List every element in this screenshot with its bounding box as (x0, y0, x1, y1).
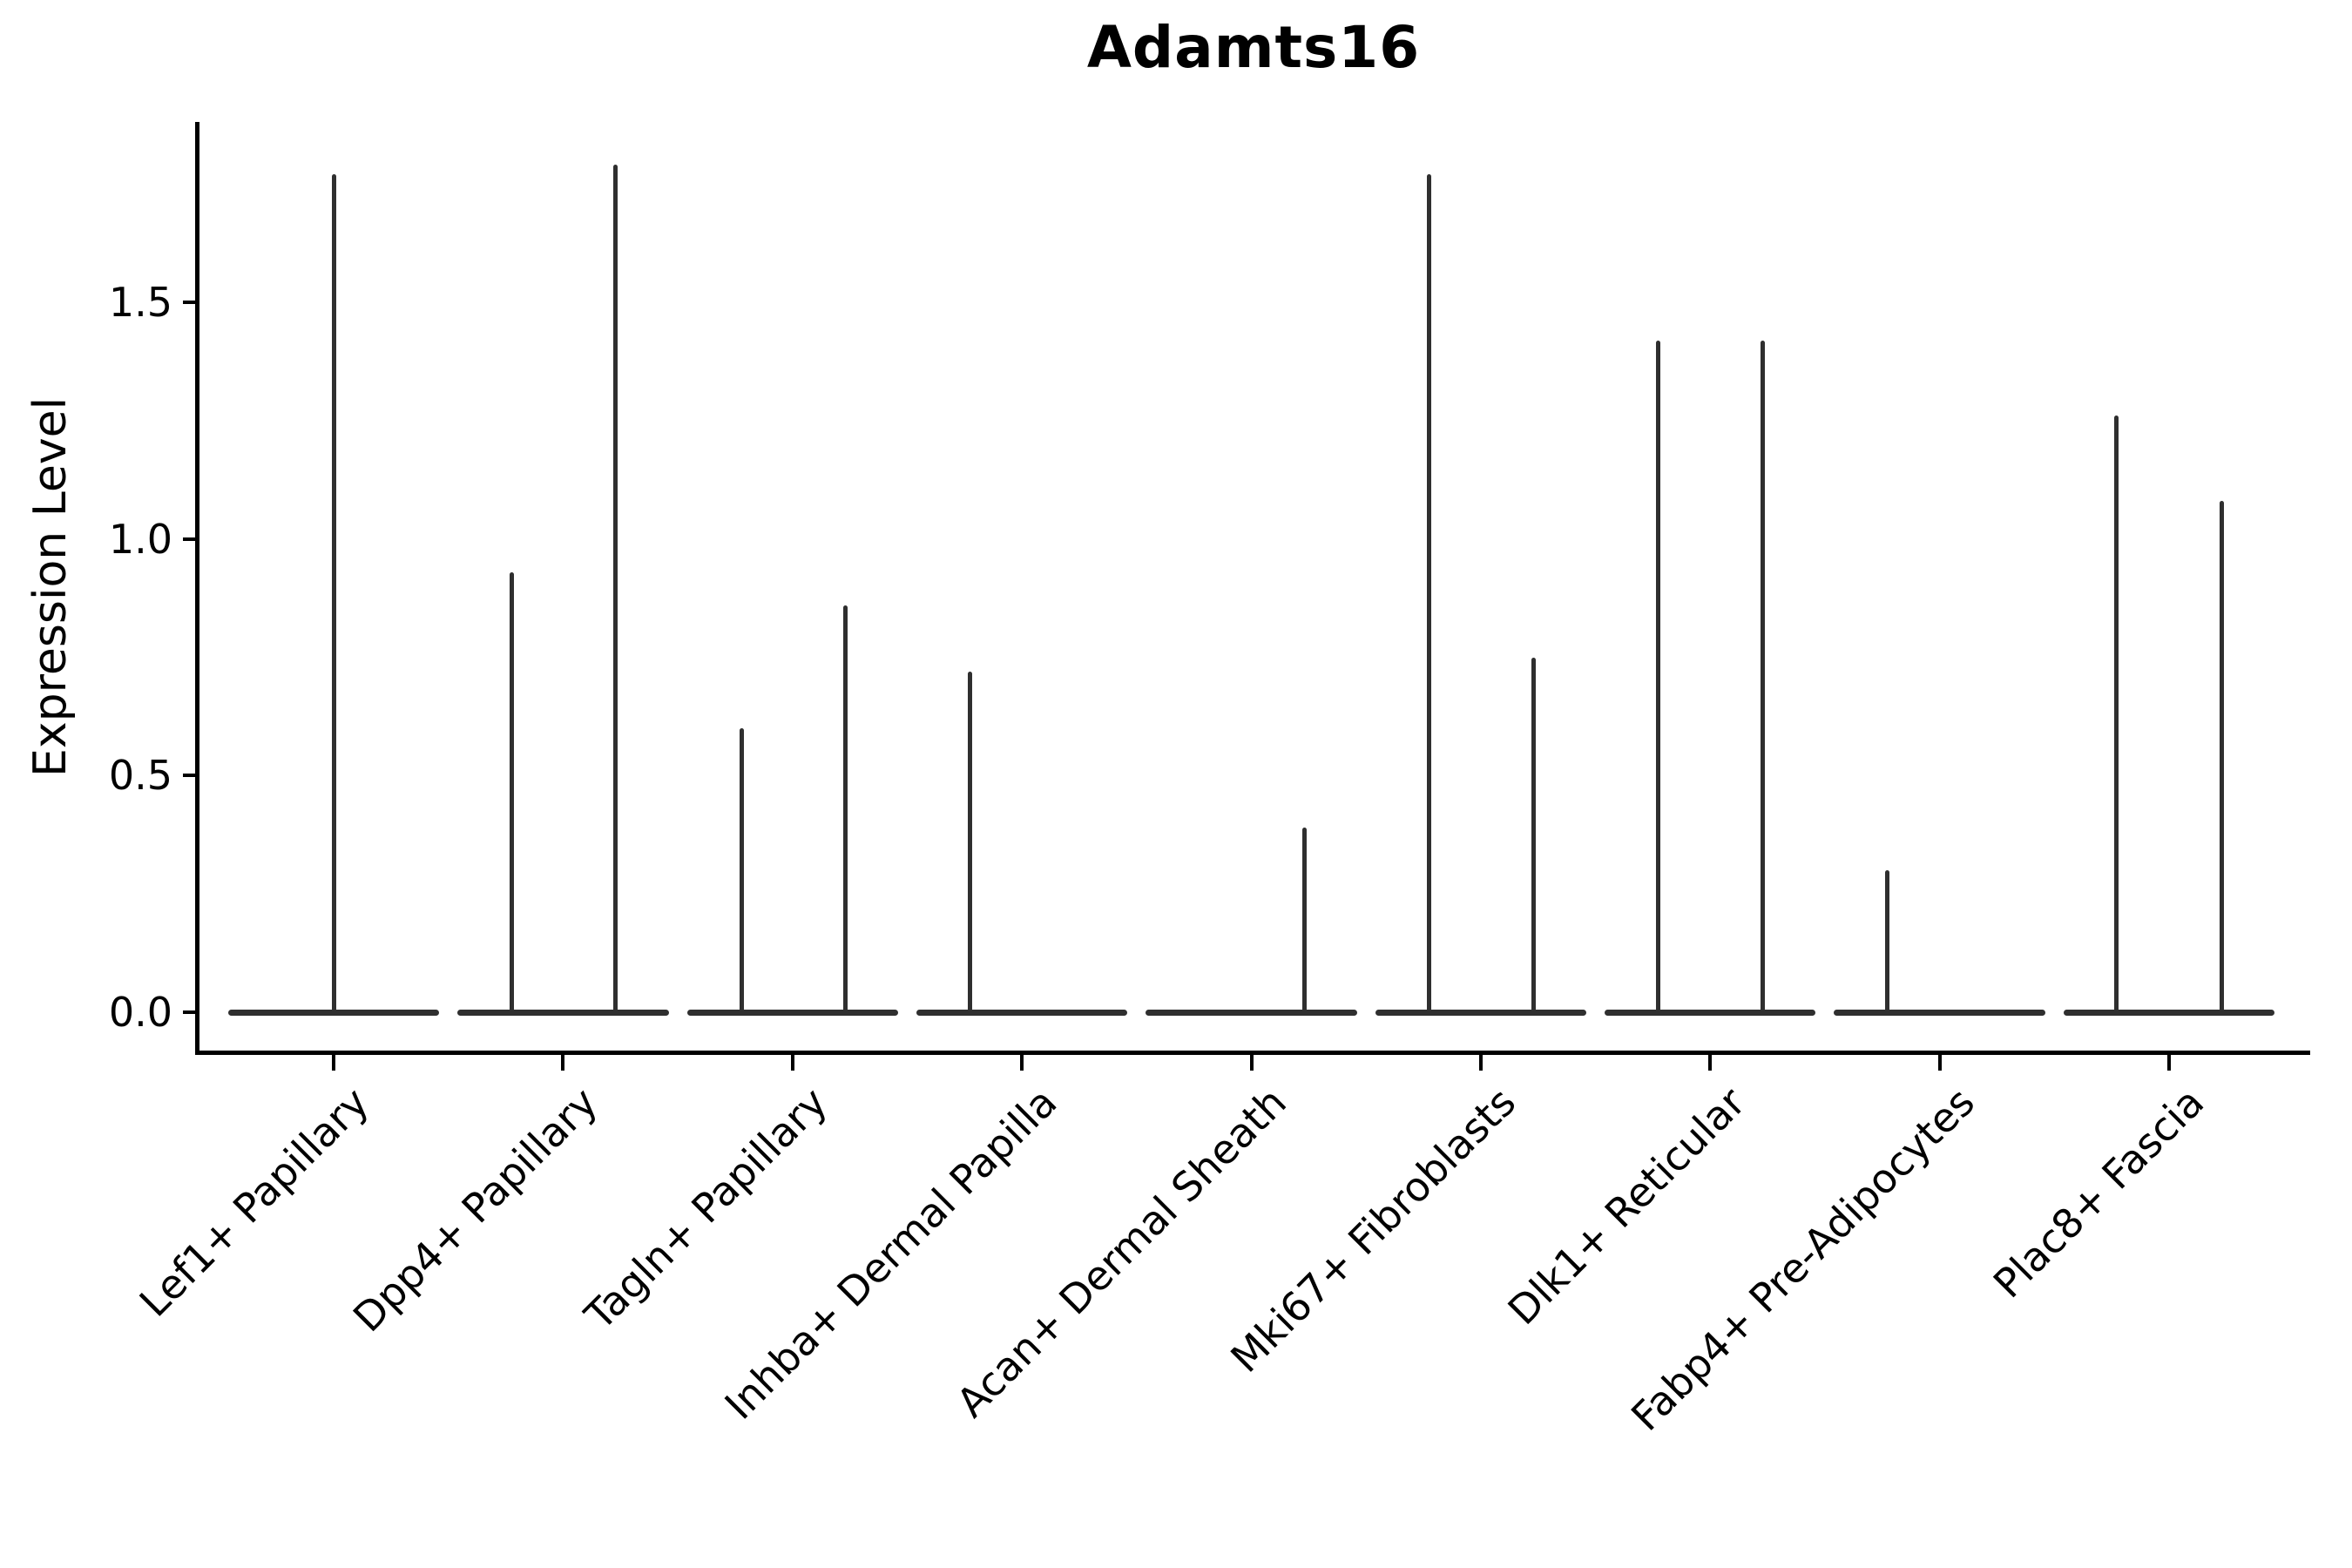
x-tick-mark (1478, 1055, 1483, 1071)
violin-spike (1761, 340, 1766, 1015)
violin-baseline (1834, 1009, 2045, 1016)
x-axis-spine (195, 1051, 2310, 1055)
violin-baseline (2063, 1009, 2275, 1016)
y-tick-mark (183, 537, 197, 541)
violin-spike (1427, 174, 1432, 1015)
plot-title: Adamts16 (1086, 14, 1421, 81)
violin-baseline (686, 1009, 898, 1016)
violin-spike (1656, 340, 1661, 1015)
y-tick-mark (183, 774, 197, 778)
x-tick-mark (790, 1055, 794, 1071)
violin-baseline (1146, 1009, 1357, 1016)
y-tick-mark (183, 301, 197, 305)
violin-spike (968, 671, 973, 1015)
violin-spike (1301, 828, 1307, 1015)
violin-spike (613, 165, 618, 1015)
y-tick-label: 1.5 (108, 279, 172, 327)
violin-spike (509, 571, 514, 1015)
x-tick-label: Tagln+ Papillary (576, 1078, 836, 1339)
violin-spike (331, 174, 336, 1015)
violin-baseline (227, 1009, 440, 1016)
y-tick-label: 1.0 (108, 515, 172, 563)
y-axis-spine (195, 122, 199, 1055)
violin-spike (2220, 501, 2225, 1015)
violin-spike (842, 605, 848, 1015)
x-tick-mark (332, 1055, 335, 1071)
violin-spike (1531, 657, 1536, 1015)
violin-baseline (457, 1009, 669, 1016)
x-tick-mark (1249, 1055, 1254, 1071)
y-tick-label: 0.5 (108, 752, 172, 800)
violin-spike (1884, 870, 1889, 1015)
x-tick-label: Lef1+ Papillary (130, 1078, 378, 1326)
y-tick-label: 0.0 (108, 989, 172, 1036)
x-tick-mark (1937, 1055, 1942, 1071)
violin-baseline (916, 1009, 1128, 1016)
x-tick-mark (1020, 1055, 1024, 1071)
x-tick-label: Plac8+ Fascia (1984, 1078, 2213, 1308)
violin-baseline (1375, 1009, 1587, 1016)
violin-spike (740, 728, 745, 1015)
y-tick-mark (183, 1010, 197, 1014)
x-tick-label: Dpp4+ Papillary (344, 1078, 607, 1342)
x-tick-mark (1708, 1055, 1713, 1071)
y-axis-label: Expression Level (24, 396, 77, 778)
x-tick-label: Dlk1+ Reticular (1498, 1078, 1754, 1335)
violin-baseline (1605, 1009, 1816, 1016)
x-tick-mark (2167, 1055, 2171, 1071)
x-tick-mark (561, 1055, 565, 1071)
violin-spike (2113, 416, 2119, 1015)
